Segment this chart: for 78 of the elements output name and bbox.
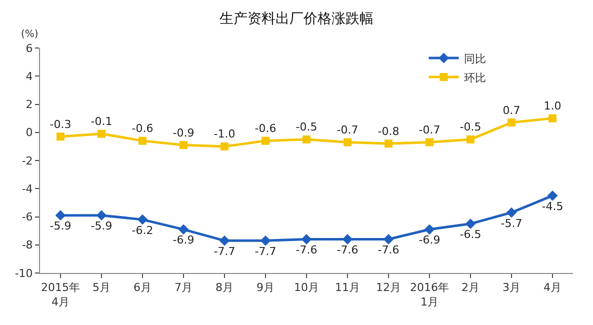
y-tick-label: -4 [22, 182, 33, 196]
y-axis-title: (%) [21, 29, 38, 40]
point [466, 135, 474, 144]
point [56, 132, 64, 141]
x-tick-label: 10月 [294, 281, 319, 294]
y-tick-label: 6 [26, 42, 33, 55]
legend-label: 环比 [464, 71, 486, 84]
x-tick-label: 12月 [376, 281, 401, 294]
data-label: -0.7 [418, 123, 440, 136]
point [219, 235, 230, 246]
x-tick-label: 5月 [92, 281, 110, 294]
data-label: -0.5 [296, 120, 318, 134]
x-tick-label: 8月 [216, 281, 234, 294]
data-label: -0.7 [336, 123, 358, 136]
y-tick-label: -10 [14, 266, 33, 280]
data-label: -7.7 [214, 244, 236, 258]
data-label: -5.9 [90, 220, 112, 233]
data-label: -0.6 [254, 122, 276, 136]
data-label: -0.8 [378, 124, 400, 138]
legend-label: 同比 [464, 52, 486, 66]
point [96, 210, 107, 221]
data-label: -0.1 [90, 115, 112, 128]
y-tick-label: 0 [26, 126, 33, 140]
point [55, 210, 66, 221]
point [180, 141, 188, 150]
x-tick-label: 2015年 4月 [41, 281, 80, 308]
point [342, 234, 353, 244]
point [508, 118, 516, 127]
x-tick-label: 4月 [544, 281, 562, 294]
y-tick-label: -6 [22, 210, 33, 224]
data-label: 0.7 [502, 104, 520, 117]
x-tick-label: 3月 [502, 281, 520, 294]
point [137, 214, 148, 225]
point [548, 114, 556, 122]
x-tick-label: 2月 [462, 281, 480, 294]
y-tick-label: 2 [26, 98, 33, 112]
x-tick-label: 2016年 1月 [410, 281, 449, 308]
data-label: -6.9 [172, 234, 194, 247]
point [344, 138, 352, 146]
point [220, 142, 228, 150]
data-label: -0.3 [50, 118, 72, 131]
data-label: -6.5 [460, 228, 482, 242]
chart-title: 生产资料出厂价格涨跌幅 [220, 10, 374, 27]
point [384, 140, 392, 148]
data-label: -7.6 [378, 244, 400, 256]
point [547, 190, 558, 201]
x-tick-label: 11月 [335, 281, 360, 294]
point [302, 135, 310, 144]
y-tick-label: -2 [22, 154, 33, 168]
point [424, 224, 435, 235]
y-tick-label: -8 [22, 238, 33, 252]
data-label: -0.9 [172, 126, 194, 140]
point [301, 234, 312, 244]
point [383, 234, 394, 244]
data-label: -5.7 [500, 216, 522, 230]
point [262, 136, 270, 145]
data-label: -1.0 [214, 128, 236, 141]
data-label: -7.6 [336, 244, 358, 256]
point [260, 235, 271, 246]
data-label: -7.6 [296, 244, 318, 256]
x-tick-label: 9月 [256, 281, 274, 294]
data-label: -0.6 [132, 122, 154, 136]
point [98, 130, 106, 138]
data-label: -6.9 [418, 234, 440, 247]
x-tick-label: 6月 [134, 281, 152, 294]
point [138, 136, 146, 145]
data-label: -6.2 [132, 224, 154, 237]
point [506, 207, 517, 218]
y-tick-label: 4 [26, 70, 33, 83]
data-label: -5.9 [50, 220, 72, 233]
data-label: -4.5 [542, 200, 564, 213]
data-label: -7.7 [254, 244, 276, 258]
point [465, 218, 476, 229]
x-tick-label: 7月 [174, 281, 192, 294]
data-label: 1.0 [544, 100, 562, 113]
point [178, 224, 189, 235]
point [426, 138, 434, 146]
data-label: -0.5 [460, 120, 482, 134]
